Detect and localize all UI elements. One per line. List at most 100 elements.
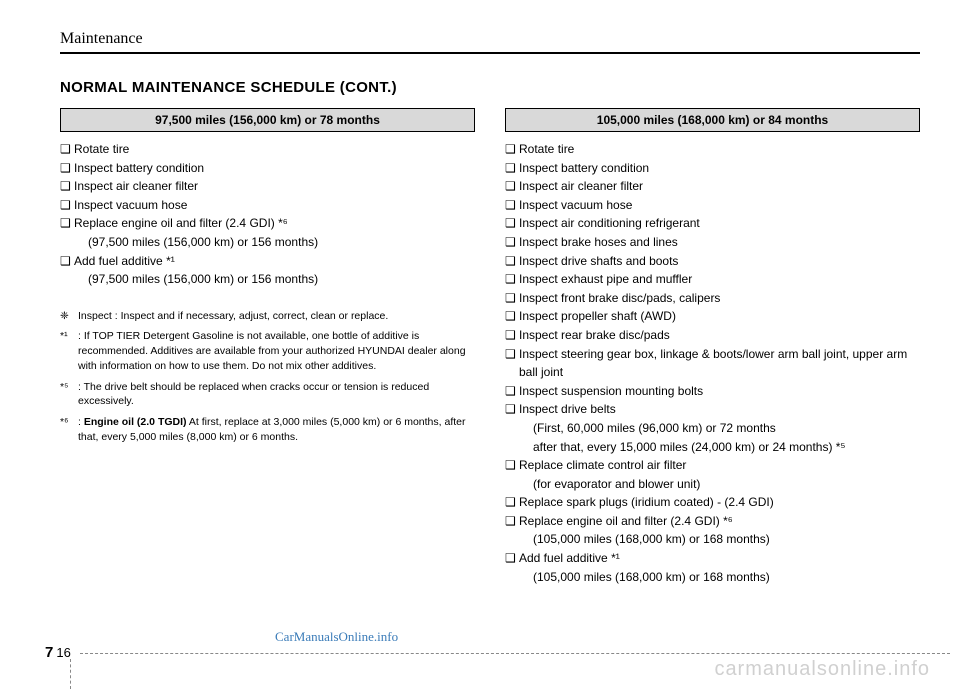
item-text: Inspect air cleaner filter [519, 177, 920, 196]
item-text: Inspect battery condition [74, 159, 475, 178]
list-item: ❑Inspect drive shafts and boots [505, 252, 920, 271]
footnote: *¹: If TOP TIER Detergent Gasoline is no… [60, 329, 475, 373]
bullet [505, 475, 519, 494]
item-text: Inspect rear brake disc/pads [519, 326, 920, 345]
item-text: Inspect suspension mounting bolts [519, 382, 920, 401]
list-item: ❑Inspect exhaust pipe and muffler [505, 270, 920, 289]
list-item: ❑Inspect rear brake disc/pads [505, 326, 920, 345]
item-text: Inspect vacuum hose [519, 196, 920, 215]
bullet: ❑ [505, 400, 519, 419]
list-item: (First, 60,000 miles (96,000 km) or 72 m… [505, 419, 920, 438]
bullet: ❑ [505, 326, 519, 345]
left-item-list: ❑Rotate tire❑Inspect battery condition❑I… [60, 140, 475, 289]
footnotes: ❈Inspect : Inspect and if necessary, adj… [60, 309, 475, 445]
item-text: Inspect air cleaner filter [74, 177, 475, 196]
section-label: Maintenance [60, 30, 920, 48]
right-column: 105,000 miles (168,000 km) or 84 months … [505, 108, 920, 586]
item-text: (First, 60,000 miles (96,000 km) or 72 m… [519, 419, 920, 438]
item-text: Inspect brake hoses and lines [519, 233, 920, 252]
item-text: (105,000 miles (168,000 km) or 168 month… [519, 530, 920, 549]
item-text: Inspect air conditioning refrigerant [519, 214, 920, 233]
footnote-text: : Engine oil (2.0 TGDI) At first, replac… [78, 415, 475, 444]
list-item: ❑Inspect front brake disc/pads, calipers [505, 289, 920, 308]
list-item: ❑Inspect vacuum hose [60, 196, 475, 215]
list-item: ❑Inspect air cleaner filter [505, 177, 920, 196]
bullet: ❑ [505, 382, 519, 401]
bullet: ❑ [505, 345, 519, 382]
item-text: Rotate tire [74, 140, 475, 159]
item-text: Inspect exhaust pipe and muffler [519, 270, 920, 289]
item-text: (97,500 miles (156,000 km) or 156 months… [74, 270, 475, 289]
list-item: (for evaporator and blower unit) [505, 475, 920, 494]
item-text: Inspect steering gear box, linkage & boo… [519, 345, 920, 382]
bullet: ❑ [60, 159, 74, 178]
item-text: Inspect vacuum hose [74, 196, 475, 215]
bullet: ❑ [505, 307, 519, 326]
list-item: ❑Inspect air conditioning refrigerant [505, 214, 920, 233]
header-section: Maintenance [60, 30, 920, 54]
bullet: ❑ [60, 214, 74, 233]
list-item: ❑Rotate tire [60, 140, 475, 159]
bullet: ❑ [505, 214, 519, 233]
item-text: Rotate tire [519, 140, 920, 159]
left-interval-header: 97,500 miles (156,000 km) or 78 months [60, 108, 475, 132]
left-column: 97,500 miles (156,000 km) or 78 months ❑… [60, 108, 475, 586]
list-item: ❑Inspect air cleaner filter [60, 177, 475, 196]
bullet: ❑ [505, 456, 519, 475]
item-text: after that, every 15,000 miles (24,000 k… [519, 438, 920, 457]
list-item: (97,500 miles (156,000 km) or 156 months… [60, 233, 475, 252]
bullet: ❑ [60, 196, 74, 215]
footnote-text: : The drive belt should be replaced when… [78, 380, 475, 409]
bullet: ❑ [505, 549, 519, 568]
item-text: Inspect drive belts [519, 400, 920, 419]
footnote: *⁵: The drive belt should be replaced wh… [60, 380, 475, 409]
bullet: ❑ [60, 252, 74, 271]
list-item: ❑Rotate tire [505, 140, 920, 159]
bullet: ❑ [60, 140, 74, 159]
page-number: 16 [56, 645, 70, 660]
footnote-text: Inspect : Inspect and if necessary, adju… [78, 309, 475, 324]
columns: 97,500 miles (156,000 km) or 78 months ❑… [60, 108, 920, 586]
list-item: ❑Add fuel additive *¹ [505, 549, 920, 568]
bullet: ❑ [60, 177, 74, 196]
watermark-bottom: carmanualsonline.info [714, 658, 930, 681]
footnote-mark: ❈ [60, 309, 78, 324]
item-text: Replace engine oil and filter (2.4 GDI) … [519, 512, 920, 531]
right-item-list: ❑Rotate tire❑Inspect battery condition❑I… [505, 140, 920, 586]
list-item: ❑Replace spark plugs (iridium coated) - … [505, 493, 920, 512]
list-item: ❑Replace engine oil and filter (2.4 GDI)… [60, 214, 475, 233]
dashed-line [80, 653, 950, 654]
bullet: ❑ [505, 159, 519, 178]
item-text: Add fuel additive *¹ [519, 549, 920, 568]
item-text: (105,000 miles (168,000 km) or 168 month… [519, 568, 920, 587]
item-text: (97,500 miles (156,000 km) or 156 months… [74, 233, 475, 252]
list-item: ❑Inspect brake hoses and lines [505, 233, 920, 252]
footnote: ❈Inspect : Inspect and if necessary, adj… [60, 309, 475, 324]
item-text: Replace spark plugs (iridium coated) - (… [519, 493, 920, 512]
bullet: ❑ [505, 177, 519, 196]
watermark-center: CarManualsOnline.info [275, 629, 398, 645]
list-item: (97,500 miles (156,000 km) or 156 months… [60, 270, 475, 289]
list-item: ❑Inspect battery condition [505, 159, 920, 178]
bullet [505, 530, 519, 549]
list-item: ❑Add fuel additive *¹ [60, 252, 475, 271]
item-text: Inspect front brake disc/pads, calipers [519, 289, 920, 308]
bullet: ❑ [505, 252, 519, 271]
bullet: ❑ [505, 289, 519, 308]
chapter-number: 7 [45, 644, 53, 661]
footnote-mark: *⁶ [60, 415, 78, 444]
list-item: ❑Replace climate control air filter [505, 456, 920, 475]
list-item: (105,000 miles (168,000 km) or 168 month… [505, 530, 920, 549]
footnote-mark: *⁵ [60, 380, 78, 409]
footnote-mark: *¹ [60, 329, 78, 373]
page-title: NORMAL MAINTENANCE SCHEDULE (CONT.) [60, 79, 920, 96]
bullet: ❑ [505, 512, 519, 531]
dashed-line-vertical [70, 659, 71, 689]
footnote-text: : If TOP TIER Detergent Gasoline is not … [78, 329, 475, 373]
bullet: ❑ [505, 196, 519, 215]
item-text: Inspect propeller shaft (AWD) [519, 307, 920, 326]
bullet [60, 233, 74, 252]
list-item: (105,000 miles (168,000 km) or 168 month… [505, 568, 920, 587]
bullet [505, 568, 519, 587]
page: Maintenance NORMAL MAINTENANCE SCHEDULE … [0, 0, 960, 606]
